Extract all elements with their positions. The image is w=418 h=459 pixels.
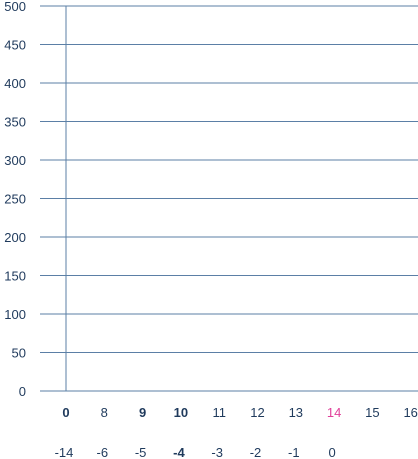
secondary-x-axis-tick-labels: -14 -6 -5 -4 -3 -2 -1 0	[55, 445, 336, 459]
x-tick-label: 13	[289, 405, 303, 420]
x-tick-label: 11	[212, 405, 226, 420]
y-tick-label: 500	[4, 0, 26, 14]
x2-tick-label: -14	[55, 445, 74, 459]
x-tick-label: 8	[101, 405, 108, 420]
y-tick-label: 100	[4, 307, 26, 322]
y-tick-label: 300	[4, 153, 26, 168]
y-tick-label: 50	[12, 346, 26, 361]
horizontal-gridlines	[40, 5, 418, 392]
y-tick-label: 0	[19, 384, 26, 399]
x2-tick-label: 0	[328, 445, 335, 459]
x-tick-label: 14	[327, 405, 341, 420]
y-tick-label: 250	[4, 192, 26, 207]
y-tick-label: 400	[4, 76, 26, 91]
y-tick-label: 150	[4, 269, 26, 284]
x-tick-label: 9	[139, 405, 146, 420]
x2-tick-label: -6	[97, 445, 109, 459]
x-tick-label: 15	[365, 405, 379, 420]
y-axis-tick-labels: 0 50 100 150 200 250 300 350 400 450 500	[4, 0, 26, 399]
x2-tick-label: -2	[250, 445, 262, 459]
x-axis-tick-labels: 0 8 9 10 11 12 13 14 15 16	[62, 405, 418, 420]
x2-tick-label: -3	[211, 445, 223, 459]
x2-tick-label: -5	[135, 445, 147, 459]
x-tick-label: 10	[174, 405, 188, 420]
x2-tick-label: -4	[173, 445, 185, 459]
x-tick-label: 16	[403, 405, 417, 420]
x-tick-label: 12	[250, 405, 264, 420]
y-tick-label: 350	[4, 115, 26, 130]
x-tick-label: 0	[62, 405, 69, 420]
y-tick-label: 200	[4, 230, 26, 245]
x2-tick-label: -1	[288, 445, 300, 459]
y-tick-label: 450	[4, 38, 26, 53]
